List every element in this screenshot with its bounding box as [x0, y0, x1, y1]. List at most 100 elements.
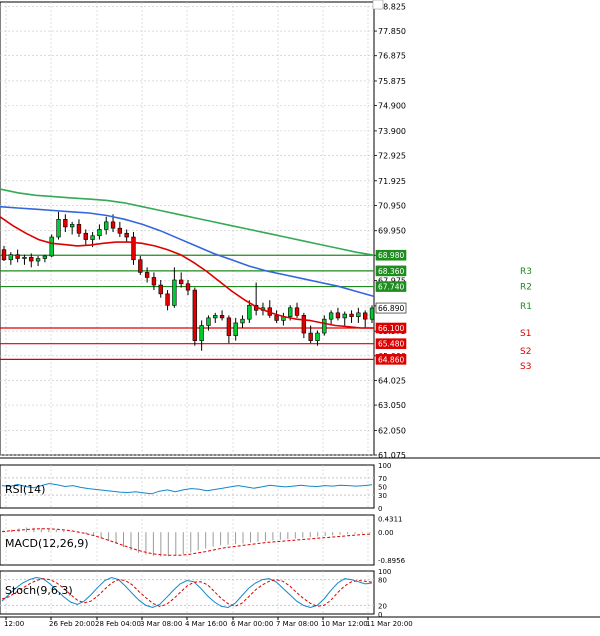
level-label-r3: R3	[520, 267, 532, 277]
candle	[172, 267, 177, 308]
price-tick-label: 77.850	[378, 27, 406, 36]
candle	[247, 300, 252, 323]
price-tick-label: 69.950	[378, 227, 406, 236]
candle	[294, 302, 300, 318]
candle-body	[172, 279, 177, 306]
candle	[199, 320, 204, 351]
candle	[8, 252, 13, 265]
price-tick-label: 67.975	[378, 277, 406, 286]
price-tick-label: 61.075	[378, 451, 406, 460]
time-tick-label: 3 Mar 08:00	[140, 620, 182, 628]
candle	[335, 307, 341, 321]
stoch-k-line	[1, 576, 373, 609]
price-tag	[375, 354, 407, 365]
candle-body	[117, 227, 123, 234]
candle	[206, 315, 211, 331]
candle-body	[247, 304, 252, 320]
stoch-tick-label: 80	[378, 577, 387, 585]
candle-body	[165, 293, 170, 306]
time-tick-label: 4 Mar 16:00	[185, 620, 227, 628]
candle-body	[301, 315, 307, 334]
rsi-tick-label: 100	[378, 462, 391, 470]
candle	[274, 310, 279, 323]
candle-body	[144, 272, 150, 278]
price-tick-label: 76.875	[378, 52, 406, 61]
candle-body	[49, 236, 54, 257]
candle-body	[151, 277, 157, 286]
price-tag-label: 68.980	[378, 251, 404, 260]
candle	[356, 307, 361, 323]
candle	[342, 311, 347, 326]
candle-body	[199, 325, 204, 341]
candle	[315, 330, 320, 346]
candle-body	[363, 312, 368, 320]
price-tag	[375, 249, 407, 261]
price-tick-label: 62.050	[378, 426, 406, 435]
candle	[97, 224, 102, 240]
candle-body	[15, 254, 20, 259]
price-tag-label: 66.100	[378, 324, 404, 333]
macd-tick-label: 0.00	[378, 529, 394, 537]
time-tick-label: 10 Mar 12:00	[321, 620, 368, 628]
level-label-s1: S1	[520, 329, 531, 339]
candle-body	[56, 219, 61, 238]
stoch-tick-label: 100	[378, 568, 391, 576]
candle-body	[349, 313, 354, 317]
candle-body	[213, 315, 218, 319]
candle	[1, 245, 7, 262]
candle	[117, 221, 123, 238]
candle	[76, 219, 82, 238]
candle-body	[83, 232, 88, 240]
price-tag-label: 68.360	[378, 267, 404, 276]
candle-body	[315, 332, 320, 341]
candle-body	[206, 317, 211, 326]
candle	[138, 255, 143, 275]
candle-body	[342, 313, 347, 319]
candle	[104, 216, 109, 235]
candle-body	[124, 232, 129, 238]
candle-body	[158, 284, 163, 295]
candle	[131, 231, 136, 265]
candle-body	[8, 254, 13, 261]
candle	[158, 279, 163, 298]
candle-body	[69, 224, 75, 228]
candle-body	[219, 315, 225, 319]
time-tick-label: 28 Feb 04:00	[95, 620, 141, 628]
candle-body	[22, 256, 27, 259]
chart-corner-button[interactable]	[372, 0, 384, 10]
rsi-tick-label: 70	[378, 475, 387, 483]
candle-body	[369, 307, 375, 320]
price-tag	[375, 281, 407, 292]
time-tick-label: 6 Mar 00:00	[231, 620, 273, 628]
candle-body	[104, 221, 109, 230]
price-tag-label: 67.740	[378, 283, 404, 292]
price-tag	[375, 338, 407, 349]
time-tick-label: 26 Feb 20:00	[49, 620, 95, 628]
candle	[151, 272, 157, 291]
candle	[144, 267, 150, 283]
candle	[322, 315, 327, 336]
price-tag	[375, 322, 407, 334]
candle-body	[308, 332, 313, 341]
macd-tick-label: -0.8956	[378, 557, 406, 565]
price-tick-label: 78.825	[378, 2, 406, 11]
price-tick-label: 72.925	[378, 152, 406, 161]
candle	[179, 272, 184, 288]
candle	[219, 310, 225, 321]
candle	[22, 254, 27, 265]
candle	[124, 229, 129, 243]
level-label-r1: R1	[520, 302, 532, 312]
price-tick-label: 73.900	[378, 127, 406, 136]
price-tick-label: 70.950	[378, 201, 406, 210]
candle-body	[76, 224, 82, 234]
level-label-s2: S2	[520, 347, 531, 357]
candle-body	[335, 312, 341, 319]
time-tick-label: 12:00	[4, 620, 24, 628]
moving-average-ma-fast	[0, 216, 374, 329]
price-tag	[375, 302, 407, 314]
candle-body	[328, 312, 334, 320]
rsi-tick-label: 30	[378, 492, 387, 500]
candle-body	[35, 258, 41, 262]
